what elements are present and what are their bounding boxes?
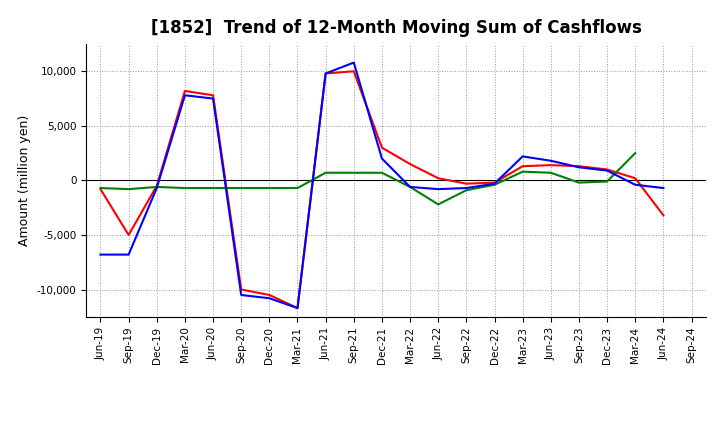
Operating Cashflow	[546, 162, 555, 168]
Operating Cashflow	[603, 167, 611, 172]
Operating Cashflow	[518, 164, 527, 169]
Operating Cashflow	[96, 187, 105, 192]
Free Cashflow	[125, 252, 133, 257]
Operating Cashflow	[181, 88, 189, 94]
Investing Cashflow	[377, 170, 386, 176]
Investing Cashflow	[237, 185, 246, 191]
Operating Cashflow	[462, 181, 471, 186]
Investing Cashflow	[293, 185, 302, 191]
Operating Cashflow	[125, 232, 133, 238]
Free Cashflow	[293, 305, 302, 311]
Free Cashflow	[434, 187, 443, 192]
Investing Cashflow	[209, 185, 217, 191]
Investing Cashflow	[631, 150, 639, 156]
Investing Cashflow	[181, 185, 189, 191]
Investing Cashflow	[125, 187, 133, 192]
Free Cashflow	[377, 156, 386, 161]
Free Cashflow	[181, 93, 189, 98]
Free Cashflow	[237, 292, 246, 297]
Operating Cashflow	[490, 180, 499, 185]
Free Cashflow	[462, 185, 471, 191]
Free Cashflow	[406, 184, 415, 190]
Title: [1852]  Trend of 12-Month Moving Sum of Cashflows: [1852] Trend of 12-Month Moving Sum of C…	[150, 19, 642, 37]
Operating Cashflow	[575, 164, 583, 169]
Investing Cashflow	[490, 182, 499, 187]
Free Cashflow	[209, 96, 217, 101]
Free Cashflow	[603, 168, 611, 173]
Free Cashflow	[321, 71, 330, 76]
Operating Cashflow	[209, 93, 217, 98]
Free Cashflow	[96, 252, 105, 257]
Investing Cashflow	[406, 184, 415, 190]
Line: Free Cashflow: Free Cashflow	[101, 62, 663, 308]
Investing Cashflow	[518, 169, 527, 174]
Free Cashflow	[659, 185, 667, 191]
Free Cashflow	[349, 60, 358, 65]
Free Cashflow	[546, 158, 555, 163]
Operating Cashflow	[321, 71, 330, 76]
Free Cashflow	[490, 181, 499, 186]
Investing Cashflow	[153, 184, 161, 190]
Free Cashflow	[265, 296, 274, 301]
Investing Cashflow	[265, 185, 274, 191]
Free Cashflow	[575, 165, 583, 170]
Investing Cashflow	[321, 170, 330, 176]
Operating Cashflow	[659, 213, 667, 218]
Operating Cashflow	[293, 305, 302, 311]
Operating Cashflow	[349, 69, 358, 74]
Investing Cashflow	[546, 170, 555, 176]
Y-axis label: Amount (million yen): Amount (million yen)	[19, 115, 32, 246]
Investing Cashflow	[575, 180, 583, 185]
Operating Cashflow	[631, 176, 639, 181]
Line: Operating Cashflow: Operating Cashflow	[101, 71, 663, 308]
Investing Cashflow	[434, 202, 443, 207]
Operating Cashflow	[237, 287, 246, 292]
Operating Cashflow	[265, 292, 274, 297]
Free Cashflow	[153, 185, 161, 191]
Investing Cashflow	[603, 179, 611, 184]
Operating Cashflow	[434, 176, 443, 181]
Line: Investing Cashflow: Investing Cashflow	[101, 153, 635, 205]
Operating Cashflow	[377, 145, 386, 150]
Investing Cashflow	[349, 170, 358, 176]
Operating Cashflow	[406, 161, 415, 167]
Free Cashflow	[631, 182, 639, 187]
Investing Cashflow	[462, 187, 471, 193]
Free Cashflow	[518, 154, 527, 159]
Investing Cashflow	[96, 185, 105, 191]
Operating Cashflow	[153, 183, 161, 188]
Legend: Operating Cashflow, Investing Cashflow, Free Cashflow: Operating Cashflow, Investing Cashflow, …	[146, 438, 646, 440]
